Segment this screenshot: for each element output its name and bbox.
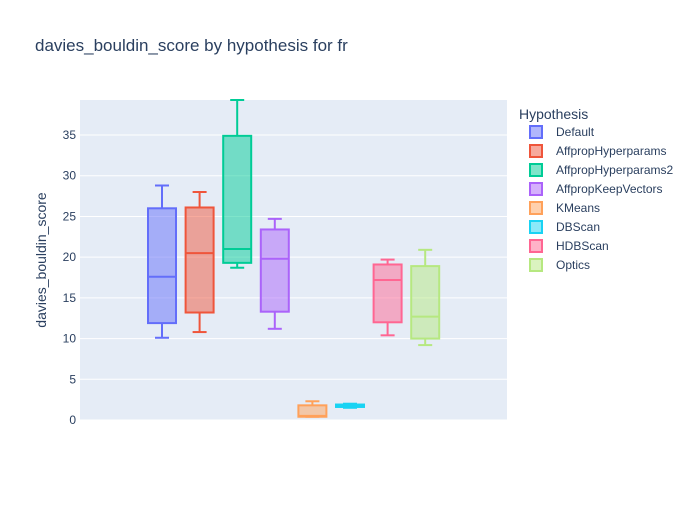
box-dbscan[interactable] xyxy=(335,402,365,409)
legend-item-kmeans[interactable]: KMeans xyxy=(529,201,600,215)
y-tick-label: 0 xyxy=(69,413,76,427)
y-tick-label: 10 xyxy=(63,332,77,346)
y-tick-label: 5 xyxy=(69,372,76,386)
box-optics[interactable] xyxy=(410,248,441,347)
y-tick-label: 20 xyxy=(63,250,77,264)
legend-swatch xyxy=(529,239,543,253)
y-axis-title: davies_bouldin_score xyxy=(33,192,49,328)
legend-item-default[interactable]: Default xyxy=(529,125,595,139)
legend-item-hdbscan[interactable]: HDBScan xyxy=(529,239,609,253)
plot-area xyxy=(80,100,507,420)
legend-item-affprophyperparams[interactable]: AffpropHyperparams xyxy=(529,144,667,158)
boxes xyxy=(147,99,441,418)
legend-label: AffpropHyperparams2 xyxy=(556,163,673,177)
y-tick-label: 30 xyxy=(63,169,77,183)
legend-swatch xyxy=(529,258,543,272)
legend-swatch xyxy=(529,201,543,215)
legend-swatch xyxy=(529,220,543,234)
box-body xyxy=(147,207,177,325)
box-body xyxy=(222,134,253,264)
box-kmeans[interactable] xyxy=(297,400,328,418)
box-affprophyperparams2[interactable] xyxy=(222,99,253,269)
legend[interactable]: Hypothesis Default AffpropHyperparams Affp… xyxy=(519,106,673,272)
box-body xyxy=(410,265,441,340)
legend-swatch xyxy=(529,144,543,158)
legend-label: AffpropKeepVectors xyxy=(556,182,663,196)
legend-item-optics[interactable]: Optics xyxy=(529,258,590,272)
y-tick-label: 15 xyxy=(63,291,77,305)
box-affprophyperparams[interactable] xyxy=(184,191,215,334)
box-body xyxy=(372,263,403,324)
box-hdbscan[interactable] xyxy=(372,258,403,337)
legend-label: KMeans xyxy=(556,201,600,215)
chart-title: davies_bouldin_score by hypothesis for f… xyxy=(35,36,348,55)
legend-item-affpropkeepvectors[interactable]: AffpropKeepVectors xyxy=(529,182,663,196)
legend-label: DBScan xyxy=(556,220,600,234)
legend-label: AffpropHyperparams xyxy=(556,144,667,158)
legend-label: HDBScan xyxy=(556,239,609,253)
legend-swatch xyxy=(529,182,543,196)
legend-item-dbscan[interactable]: DBScan xyxy=(529,220,600,234)
legend-title: Hypothesis xyxy=(519,106,588,122)
y-tick-label: 25 xyxy=(63,209,77,223)
legend-label: Optics xyxy=(556,258,590,272)
box-body xyxy=(184,206,215,314)
legend-swatch xyxy=(529,163,543,177)
y-tick-label: 35 xyxy=(63,128,77,142)
legend-swatch xyxy=(529,125,543,139)
box-default[interactable] xyxy=(147,184,177,339)
box-affpropkeepvectors[interactable] xyxy=(259,217,290,330)
legend-item-affprophyperparams2[interactable]: AffpropHyperparams2 xyxy=(529,163,673,177)
legend-label: Default xyxy=(556,125,595,139)
box-body xyxy=(259,228,290,313)
y-tick-labels: 0 5 10 15 20 25 30 35 xyxy=(63,128,77,427)
